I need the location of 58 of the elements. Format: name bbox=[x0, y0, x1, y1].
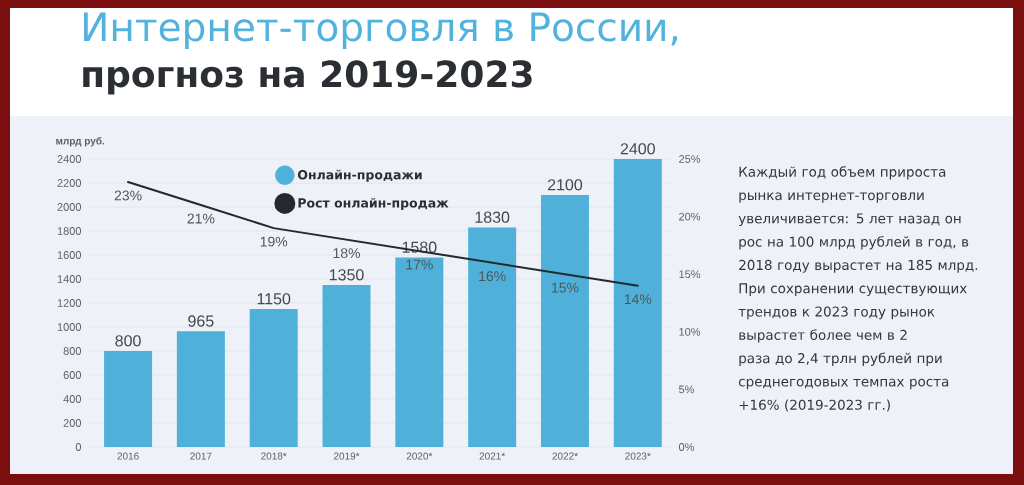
y-axis-title: млрд руб. bbox=[56, 137, 105, 147]
y2-tick-label: 15% bbox=[679, 270, 701, 279]
chart-subtitle: прогноз на 2019-2023 bbox=[83, 60, 532, 95]
text: При сохранении существующих трендов к 2023 году рынок вырастет более чем в 2 раза до 2,4 трлн рублей при среднегодовых темпах роста +16% (2019-2023 гг.) bbox=[738, 283, 967, 412]
data-label: 15% bbox=[552, 282, 579, 293]
data-label: 18% bbox=[333, 248, 361, 259]
y2-tick-label: 10% bbox=[679, 327, 701, 336]
bar bbox=[468, 227, 517, 447]
y2-tick-label: 5% bbox=[678, 385, 695, 394]
y-tick-label: 1200 bbox=[57, 299, 82, 307]
x-tick-label: 2017 bbox=[190, 452, 212, 460]
data-label: 965 bbox=[188, 315, 214, 327]
y2-tick-label: 0% bbox=[678, 443, 695, 451]
x-tick-label: 2021* bbox=[479, 452, 506, 460]
data-label: 16% bbox=[479, 271, 506, 282]
x-tick-label: 2023* bbox=[625, 452, 651, 460]
text: Каждый год объем прироста рынка интернет-торговли увеличивается: 5 лет назад он рос на 100 млрд рублей в год, в 2018 году вырастет на 185 млрд. bbox=[738, 166, 978, 273]
x-tick-label: 2019* bbox=[333, 452, 360, 460]
x-tick-label: 2022* bbox=[552, 452, 578, 460]
data-label: 1830 bbox=[475, 211, 510, 223]
bar bbox=[176, 331, 225, 447]
y-tick-label: 200 bbox=[63, 419, 82, 427]
data-label: 17% bbox=[406, 259, 433, 270]
data-label: 2400 bbox=[620, 143, 655, 155]
y2-tick-label: 20% bbox=[679, 212, 701, 221]
x-tick-label: 2016 bbox=[117, 452, 139, 460]
y-tick-label: 2000 bbox=[57, 203, 82, 211]
data-label: 21% bbox=[187, 213, 215, 224]
data-label: 800 bbox=[115, 335, 141, 347]
chart-title: Интернет-торговля в России, bbox=[84, 12, 678, 50]
data-label: 23% bbox=[114, 190, 142, 201]
x-tick-label: 2020* bbox=[406, 452, 433, 460]
y-tick-label: 2200 bbox=[57, 179, 82, 187]
legend-label: Онлайн-продажи bbox=[297, 169, 422, 182]
legend-label: Рост онлайн-продаж bbox=[298, 197, 449, 211]
y-tick-label: 2400 bbox=[57, 155, 82, 163]
data-label: 2100 bbox=[547, 179, 583, 191]
y-tick-label: 1400 bbox=[57, 275, 82, 283]
y-tick-label: 1800 bbox=[57, 227, 82, 235]
bar bbox=[104, 351, 153, 447]
x-tick-label: 2018* bbox=[261, 452, 287, 460]
data-label: 19% bbox=[260, 236, 288, 247]
bar bbox=[540, 195, 589, 447]
data-label: 1350 bbox=[329, 269, 364, 281]
bar bbox=[322, 285, 371, 447]
y-tick-label: 0 bbox=[75, 443, 82, 451]
y-tick-label: 1000 bbox=[57, 323, 82, 331]
data-label: 1580 bbox=[402, 241, 437, 253]
data-label: 1150 bbox=[257, 293, 291, 305]
y-tick-label: 400 bbox=[63, 395, 82, 403]
data-label: 14% bbox=[624, 294, 652, 305]
y-tick-label: 800 bbox=[63, 347, 82, 355]
bar bbox=[613, 159, 662, 447]
bar bbox=[395, 257, 444, 447]
y-tick-label: 600 bbox=[63, 371, 82, 379]
y-tick-label: 1600 bbox=[57, 251, 82, 259]
y2-tick-label: 25% bbox=[679, 155, 701, 163]
bar bbox=[249, 309, 298, 447]
